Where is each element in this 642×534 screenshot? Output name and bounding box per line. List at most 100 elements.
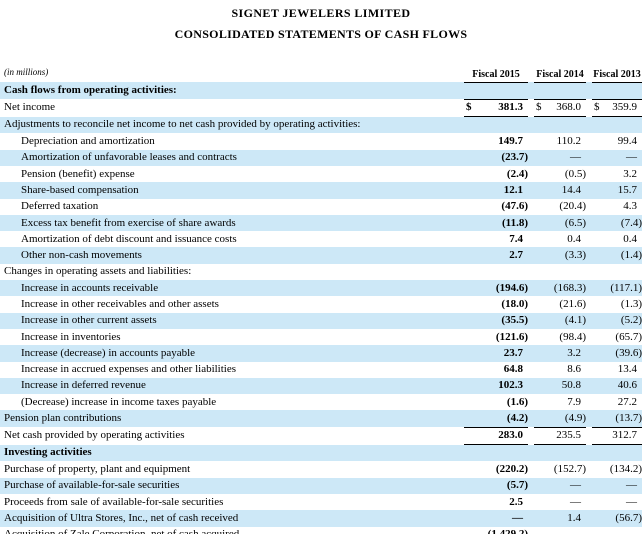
column-gap [528, 214, 534, 232]
table-row: Purchase of available-for-sale securitie… [0, 477, 642, 494]
value-cell: 102.3 [464, 378, 528, 394]
table-row: Excess tax benefit from exercise of shar… [0, 214, 642, 232]
column-gap [528, 231, 534, 248]
row-label: Acquisition of Ultra Stores, Inc., net o… [4, 511, 239, 524]
units-label: (in millions) [4, 67, 49, 77]
value-text: — [570, 495, 581, 508]
row-label: Increase in other receivables and other … [21, 298, 219, 310]
value-text: 13.4 [617, 363, 637, 376]
row-label: Other non-cash movements [21, 249, 142, 262]
value-cell: (11.8) [464, 215, 528, 231]
row-label: Pension plan contributions [4, 412, 122, 425]
value-text: 2.7 [509, 249, 523, 262]
column-gap [586, 82, 592, 100]
value-text: (47.6) [501, 200, 528, 213]
table-row: Acquisition of Zale Corporation, net of … [0, 526, 642, 534]
column-gap [528, 510, 534, 527]
column-gap [528, 296, 534, 313]
column-gap [528, 493, 534, 511]
row-label: Purchase of available-for-sale securitie… [4, 479, 180, 492]
value-cell: $359.9 [592, 98, 642, 118]
row-label: Changes in operating assets and liabilit… [4, 265, 192, 278]
column-gap [586, 345, 592, 362]
value-cell: $381.3 [464, 98, 528, 118]
value-cell: (134.2) [592, 461, 642, 477]
value-cell: — [592, 527, 642, 534]
column-gap [586, 526, 592, 534]
value-text: 1.4 [567, 511, 581, 524]
cash-flow-table: (in millions) Fiscal 2015 Fiscal 2014 Fi… [0, 62, 642, 534]
value-cell: (117.1) [592, 280, 642, 296]
table-row: Pension plan contributions (4.2) (4.9) (13.… [0, 410, 642, 428]
value-text: (7.4) [620, 216, 642, 229]
value-text: (1.3) [620, 298, 642, 310]
table-row: Acquisition of Ultra Stores, Inc., net o… [0, 510, 642, 527]
column-gap [586, 149, 592, 166]
column-gap [528, 477, 534, 494]
value-cell: 1.4 [534, 510, 586, 526]
value-cell: (56.7) [592, 510, 642, 526]
value-text: (4.2) [506, 412, 528, 425]
value-cell: — [592, 478, 642, 494]
value-text: (3.3) [564, 249, 586, 262]
column-gap [528, 99, 534, 117]
value-cell: (4.1) [534, 313, 586, 329]
value-text: 14.4 [561, 183, 581, 196]
table-row: Increase in deferred revenue 102.3 50.8 40.… [0, 377, 642, 395]
value-cell: 283.0 [464, 427, 528, 446]
table-row: Increase in inventories (121.6) (98.4) (65.… [0, 328, 642, 346]
row-label: Amortization of debt discount and issuan… [21, 232, 237, 245]
value-cell: 312.7 [592, 427, 642, 446]
value-text: 50.8 [561, 379, 581, 392]
value-text: (117.1) [610, 281, 642, 294]
row-label: Net income [4, 101, 56, 114]
table-row: Changes in operating assets and liabilit… [0, 263, 642, 281]
value-text: 381.3 [498, 101, 523, 114]
value-text: 7.9 [567, 395, 581, 408]
column-gap [586, 263, 592, 281]
value-cell: — [592, 494, 642, 510]
value-text: 0.4 [623, 232, 637, 245]
value-text: 8.6 [567, 363, 581, 376]
value-text: (18.0) [501, 298, 528, 310]
value-cell: 3.2 [592, 166, 642, 182]
value-cell: (1.4) [592, 247, 642, 263]
value-text: (56.7) [615, 511, 642, 524]
value-cell: 64.8 [464, 362, 528, 378]
value-text: — [570, 151, 581, 164]
value-text: — [626, 527, 637, 534]
value-text: 110.2 [556, 135, 581, 148]
column-header-fiscal-2013: Fiscal 2013 [592, 62, 642, 83]
value-cell: 4.3 [592, 199, 642, 215]
column-gap [528, 427, 534, 445]
value-text: (39.6) [615, 346, 642, 359]
table-row: Increase in other receivables and other … [0, 296, 642, 313]
value-cell: (18.0) [464, 296, 528, 312]
value-text: 27.2 [617, 395, 637, 408]
table-row: Increase in accrued expenses and other l… [0, 361, 642, 378]
column-gap [586, 328, 592, 346]
column-gap [586, 99, 592, 117]
value-text: — [626, 495, 637, 508]
column-header-fiscal-2014: Fiscal 2014 [534, 62, 586, 83]
value-cell: (3.3) [534, 247, 586, 263]
table-row: Deferred taxation (47.6) (20.4) 4.3 [0, 198, 642, 215]
value-text: (121.6) [495, 330, 528, 343]
value-cell: 50.8 [534, 378, 586, 394]
value-cell [534, 445, 586, 462]
units-cell: (in millions) [0, 62, 464, 82]
value-text: (20.4) [559, 200, 586, 213]
value-cell: (6.5) [534, 215, 586, 231]
value-text: (1.6) [506, 395, 528, 408]
value-cell: 149.7 [464, 133, 528, 149]
value-cell: $368.0 [534, 98, 586, 118]
column-gap [586, 493, 592, 511]
value-text: (5.2) [620, 314, 642, 327]
row-label: Adjustments to reconcile net income to n… [4, 118, 361, 131]
column-gap [528, 328, 534, 346]
value-text: (4.9) [564, 412, 586, 425]
value-text: 368.0 [556, 101, 581, 114]
value-text: 99.4 [617, 135, 637, 148]
row-label: Amortization of unfavorable leases and c… [21, 151, 237, 164]
column-gap [586, 247, 592, 264]
